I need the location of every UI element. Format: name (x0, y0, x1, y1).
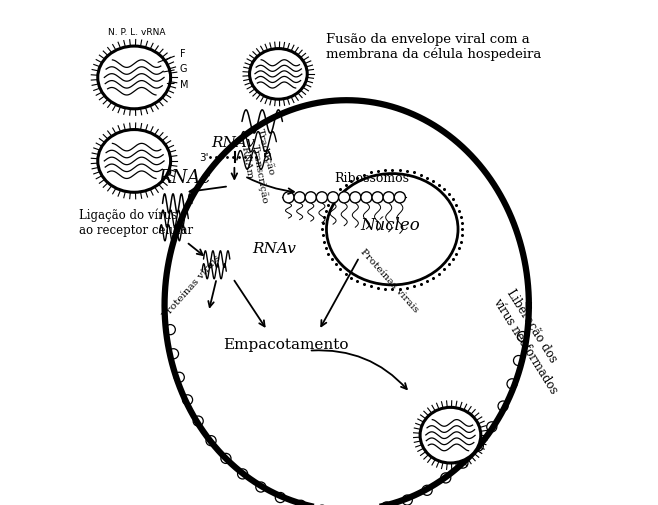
Circle shape (294, 192, 305, 204)
Text: Núcleo: Núcleo (360, 216, 420, 233)
Text: Proteínas virais: Proteínas virais (161, 253, 222, 320)
Text: Tradução: Tradução (255, 127, 277, 176)
Circle shape (361, 192, 372, 204)
Circle shape (316, 192, 328, 204)
Circle shape (339, 192, 350, 204)
Circle shape (372, 192, 383, 204)
Text: Ligação do vírus
ao receptor celular: Ligação do vírus ao receptor celular (78, 208, 193, 236)
Text: RNAv: RNAv (252, 241, 296, 256)
Text: F: F (158, 49, 186, 63)
Ellipse shape (420, 408, 481, 463)
Circle shape (394, 192, 405, 204)
Circle shape (283, 192, 294, 204)
Text: RNAv: RNAv (212, 135, 255, 149)
Ellipse shape (98, 47, 170, 110)
Text: G: G (164, 64, 188, 74)
Circle shape (328, 192, 339, 204)
Text: N. P. L. vRNA: N. P. L. vRNA (108, 28, 165, 37)
Ellipse shape (249, 49, 307, 100)
Text: 3': 3' (199, 153, 209, 163)
Circle shape (383, 192, 394, 204)
Text: 5': 5' (262, 153, 272, 163)
Text: Proteínas virais: Proteínas virais (359, 247, 420, 314)
Ellipse shape (326, 174, 458, 285)
Polygon shape (164, 101, 529, 505)
Circle shape (350, 192, 361, 204)
Text: Fusão da envelope viral com a
membrana da célula hospedeira: Fusão da envelope viral com a membrana d… (326, 33, 542, 62)
Text: Ribossomos: Ribossomos (334, 171, 409, 184)
Text: Empacotamento: Empacotamento (223, 337, 349, 351)
Ellipse shape (98, 130, 170, 193)
Circle shape (305, 192, 316, 204)
Text: Transcrição
RNAm: Transcrição RNAm (240, 143, 270, 206)
Text: Liberação dos
vírus neoformados: Liberação dos vírus neoformados (491, 287, 573, 395)
Text: RNAc: RNAc (158, 169, 211, 187)
Text: M: M (167, 79, 188, 89)
